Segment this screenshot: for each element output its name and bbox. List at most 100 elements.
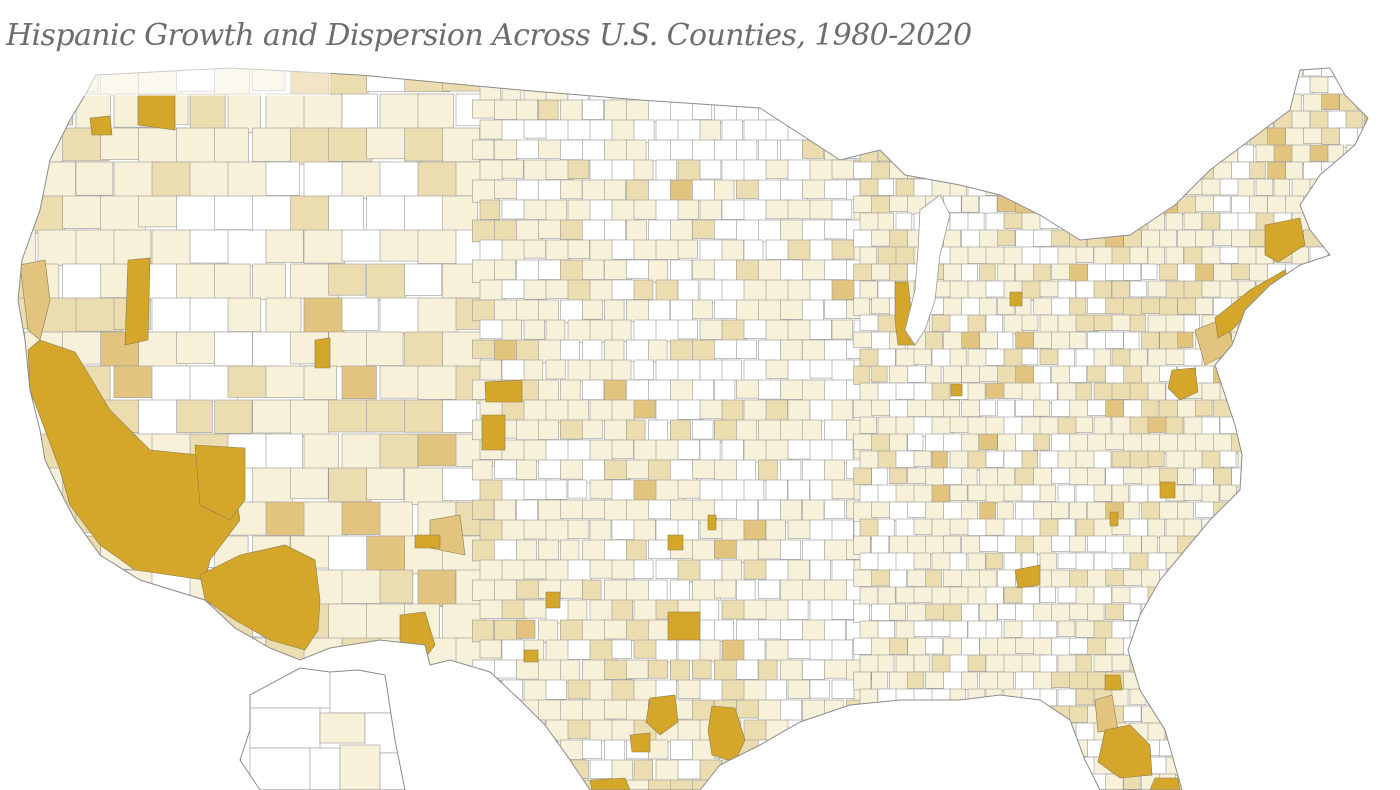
county-cell[interactable] [1231,331,1252,350]
county-cell[interactable] [1195,229,1213,248]
county-cell[interactable] [943,501,964,520]
county-cell[interactable] [24,671,60,710]
county-cell[interactable] [24,535,68,570]
county-cell[interactable] [1075,450,1097,469]
county-cell[interactable] [1231,365,1253,385]
county-cell[interactable] [967,484,988,502]
county-cell[interactable] [265,433,303,471]
county-cell[interactable] [757,779,785,790]
county-cell[interactable] [328,127,373,162]
county-cell[interactable] [341,433,383,471]
county-cell[interactable] [1015,739,1037,758]
county-cell[interactable] [985,348,1006,366]
county-cell[interactable] [647,659,668,679]
county-cell[interactable] [1363,110,1383,128]
county-cell[interactable] [931,144,954,164]
county-cell[interactable] [1021,518,1043,539]
county-cell[interactable] [735,259,760,281]
county-cell[interactable] [801,99,825,121]
county-cell[interactable] [1213,195,1231,213]
county-cell[interactable] [1051,433,1073,452]
county-cell[interactable] [1195,399,1213,417]
county-cell[interactable] [931,76,953,95]
county-cell[interactable] [523,519,549,540]
county-cell[interactable] [1339,603,1358,622]
county-cell[interactable] [1093,450,1112,471]
county-cell[interactable] [1255,416,1273,437]
county-cell[interactable] [1087,365,1107,383]
county-cell[interactable] [0,603,32,643]
county-cell[interactable] [735,499,759,523]
county-cell[interactable] [979,569,997,588]
county-cell[interactable] [1273,688,1292,708]
county-cell[interactable] [1219,688,1240,708]
county-cell[interactable] [1213,535,1231,555]
county-cell[interactable] [1033,263,1051,284]
county-cell[interactable] [913,144,934,164]
county-cell[interactable] [379,501,413,538]
county-cell[interactable] [328,535,374,576]
county-cell[interactable] [1303,365,1328,383]
county-cell[interactable] [1345,212,1368,230]
county-cell[interactable] [1219,212,1241,231]
county-cell[interactable] [1105,195,1123,214]
county-cell[interactable] [1321,365,1345,385]
county-cell[interactable] [831,759,861,779]
county-cell[interactable] [961,60,979,78]
county-cell[interactable] [1363,756,1380,775]
county-cell[interactable] [801,619,826,641]
county-cell[interactable] [889,127,913,145]
county-cell[interactable] [691,379,714,401]
county-cell[interactable] [1363,722,1385,742]
county-cell[interactable] [1327,756,1348,777]
county-cell[interactable] [949,246,971,265]
county-cell[interactable] [949,450,969,470]
county-cell[interactable] [1057,484,1075,505]
county-cell[interactable] [647,619,672,641]
county-cell[interactable] [1033,365,1051,385]
county-cell[interactable] [1021,484,1042,502]
county-cell[interactable] [1129,246,1149,265]
county-cell[interactable] [625,619,652,641]
county-cell[interactable] [787,79,808,102]
county-cell[interactable] [455,705,499,744]
county-cell[interactable] [1105,297,1127,315]
county-cell[interactable] [37,93,74,126]
county-cell[interactable] [655,279,679,302]
county-cell[interactable] [0,501,49,536]
county-cell[interactable] [1339,433,1360,451]
county-cell[interactable] [713,779,737,790]
county-cell[interactable] [1376,94,1395,111]
county-cell[interactable] [1159,569,1180,590]
county-cell[interactable] [1021,756,1039,775]
high-growth-region[interactable] [1009,291,1023,307]
county-cell[interactable] [699,679,724,703]
county-cell[interactable] [1195,60,1212,80]
county-cell[interactable] [1147,620,1169,640]
county-cell[interactable] [853,535,871,555]
county-cell[interactable] [877,518,895,538]
county-cell[interactable] [721,399,744,424]
county-cell[interactable] [949,76,970,93]
county-cell[interactable] [417,229,457,264]
county-cell[interactable] [1087,637,1107,656]
county-cell[interactable] [1345,246,1368,263]
county-cell[interactable] [1309,314,1332,335]
county-cell[interactable] [1249,705,1271,724]
county-cell[interactable] [37,773,78,790]
county-cell[interactable] [1123,60,1141,80]
county-cell[interactable] [713,179,735,204]
county-cell[interactable] [1376,366,1399,385]
county-cell[interactable] [479,759,508,784]
county-cell[interactable] [889,739,912,759]
county-cell[interactable] [765,399,788,423]
county-cell[interactable] [1339,93,1359,113]
county-cell[interactable] [1057,382,1078,403]
county-cell[interactable] [1303,705,1320,723]
county-cell[interactable] [859,246,878,265]
county-cell[interactable] [823,499,846,520]
county-cell[interactable] [871,195,893,215]
county-cell[interactable] [633,399,656,419]
county-cell[interactable] [113,365,156,398]
county-cell[interactable] [721,599,746,620]
